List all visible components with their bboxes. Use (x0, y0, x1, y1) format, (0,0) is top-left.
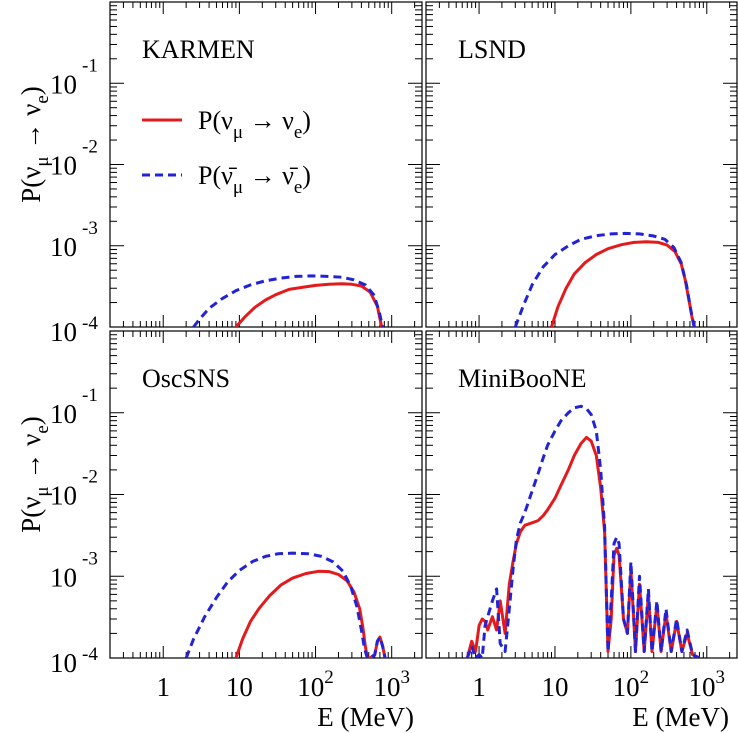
x-tick-label: 103 (689, 667, 726, 702)
y-tick-exponent: -3 (82, 548, 98, 569)
x-tick-label: 10 (226, 672, 253, 702)
series-line-antineutrino (465, 404, 701, 658)
series-line-neutrino (550, 240, 697, 327)
axis-ticks (425, 1, 737, 328)
y-tick-exponent: -1 (82, 385, 98, 406)
y-tick-exponent: -3 (82, 218, 98, 239)
panel-title: KARMEN (142, 35, 255, 64)
series-line-antineutrino (184, 551, 387, 658)
legend-label: P(ν̄μ → ν̄e) (198, 161, 311, 198)
y-tick-label: 10 (50, 562, 77, 592)
x-tick-label: 10 (541, 672, 568, 702)
series-line-antineutrino (513, 231, 696, 327)
y-tick-label: 10 (50, 317, 77, 347)
y-tick-label: 10 (50, 232, 77, 262)
plot-frame (425, 1, 738, 328)
series-line-antineutrino (192, 274, 385, 327)
x-tick-label: 103 (373, 667, 410, 702)
y-axis-label: P(νμ → νe) (16, 86, 53, 203)
y-tick-exponent: -2 (82, 467, 98, 488)
y-axis-label: P(νμ → νe) (16, 416, 53, 533)
x-tick-label: 102 (297, 667, 334, 702)
x-tick-label: 1 (156, 672, 170, 702)
y-tick-exponent: -1 (82, 55, 98, 76)
y-tick-label: 10 (50, 481, 77, 511)
x-axis-label: E (MeV) (317, 702, 414, 732)
x-tick-label: 1 (472, 672, 486, 702)
plot-frame (109, 1, 423, 328)
legend-label: P(νμ → νe) (198, 106, 311, 143)
panel-title: OscSNS (142, 364, 230, 393)
y-tick-exponent: -4 (82, 313, 98, 334)
x-tick-label: 102 (613, 667, 650, 702)
legend: P(νμ → νe) P(ν̄μ → ν̄e) (142, 106, 311, 198)
x-axis-label: E (MeV) (632, 702, 729, 732)
y-tick-label: 10 (50, 648, 77, 678)
plot-frame (109, 330, 423, 659)
panel-lsnd: LSND (425, 1, 738, 328)
y-tick-exponent: -4 (82, 644, 98, 665)
plot-frame (425, 330, 738, 659)
panel-title: LSND (458, 35, 526, 64)
y-tick-exponent: -2 (82, 137, 98, 158)
y-tick-label: 10 (50, 399, 77, 429)
y-tick-label: 10 (50, 151, 77, 181)
panel-title: MiniBooNE (458, 364, 587, 393)
y-tick-label: 10 (50, 69, 77, 99)
series-line-neutrino (465, 435, 701, 658)
series-line-neutrino (234, 282, 384, 327)
